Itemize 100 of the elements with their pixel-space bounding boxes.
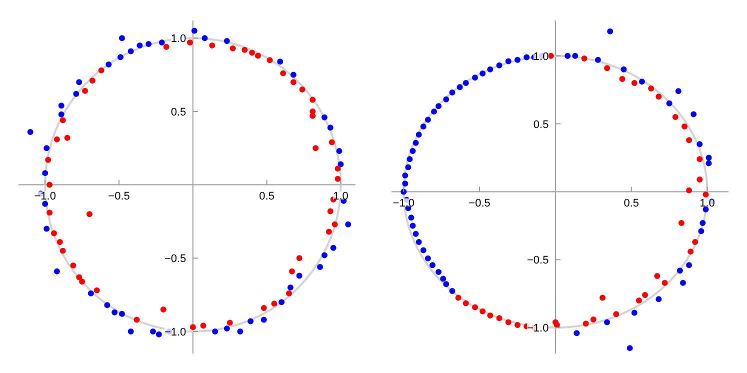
point [82, 88, 88, 94]
point [44, 226, 50, 232]
point [310, 96, 316, 103]
point [86, 211, 92, 218]
point [150, 328, 156, 334]
point [242, 46, 248, 53]
x-tick-label: −1.0 [392, 197, 415, 210]
point [54, 136, 60, 142]
point [237, 328, 244, 334]
y-tick-label: −0.5 [164, 253, 186, 266]
point [104, 302, 110, 308]
point [514, 322, 520, 328]
point [158, 40, 165, 46]
point [117, 54, 124, 60]
point [106, 62, 112, 68]
point [76, 274, 82, 280]
x-tick-label: −1.0 [34, 190, 56, 202]
point [134, 316, 140, 323]
point [286, 290, 292, 296]
point [58, 102, 64, 109]
point [260, 316, 267, 323]
point [200, 322, 206, 329]
point [496, 315, 502, 322]
point [345, 221, 352, 228]
x-tick-label: 0.5 [259, 190, 274, 202]
point [79, 278, 86, 285]
point [590, 316, 596, 323]
x-tick-label: −0.5 [468, 197, 490, 210]
point [118, 310, 125, 317]
point [46, 210, 53, 216]
point [136, 42, 143, 48]
point [60, 248, 66, 254]
point [581, 56, 588, 62]
point [656, 94, 662, 100]
point [209, 42, 216, 48]
point [336, 148, 342, 154]
point [266, 57, 273, 64]
y-tick-label: 0.5 [170, 106, 186, 118]
point [248, 318, 254, 324]
point [487, 312, 494, 318]
point [254, 52, 261, 59]
point [296, 272, 302, 279]
x-tick-label: −0.5 [108, 190, 130, 202]
point [112, 309, 118, 316]
point [70, 262, 76, 268]
point [186, 40, 193, 46]
point [76, 79, 82, 86]
point [686, 187, 692, 194]
point [191, 28, 198, 34]
point [662, 280, 668, 286]
y-tick-label: 1.0 [170, 33, 186, 46]
point [613, 311, 620, 318]
point [287, 284, 294, 290]
point [678, 220, 684, 226]
point [455, 294, 462, 301]
point [42, 170, 48, 176]
point [692, 239, 698, 246]
point [462, 300, 469, 306]
point [604, 65, 610, 72]
point [321, 114, 328, 120]
point [554, 322, 560, 328]
point [46, 182, 53, 188]
point [321, 252, 328, 258]
point [226, 320, 233, 326]
point [299, 86, 306, 92]
point [54, 268, 60, 274]
point [42, 200, 48, 207]
point [642, 292, 648, 298]
point [156, 331, 162, 338]
point [326, 228, 332, 235]
x-tick-label: 1.0 [700, 197, 715, 210]
point [654, 273, 660, 280]
point [249, 50, 256, 56]
point [330, 244, 336, 251]
point [160, 306, 166, 312]
point [686, 137, 692, 144]
y-tick-label: 0.5 [533, 118, 549, 131]
point [277, 58, 284, 65]
point [648, 85, 654, 92]
point [312, 145, 319, 152]
point [230, 45, 236, 52]
y-tick-label: −0.5 [526, 254, 549, 267]
point [163, 44, 170, 50]
point [60, 117, 66, 124]
point [338, 161, 344, 168]
point [619, 76, 626, 82]
point [631, 80, 638, 86]
point [290, 72, 296, 78]
point [328, 139, 335, 146]
x-tick-label: 1.0 [333, 190, 348, 202]
point [696, 176, 703, 183]
point [58, 111, 64, 118]
point [480, 308, 486, 314]
point [27, 128, 34, 135]
point [288, 268, 295, 274]
point [672, 114, 678, 120]
point [334, 176, 341, 182]
point [280, 70, 286, 76]
point [327, 124, 334, 131]
point [582, 320, 589, 327]
